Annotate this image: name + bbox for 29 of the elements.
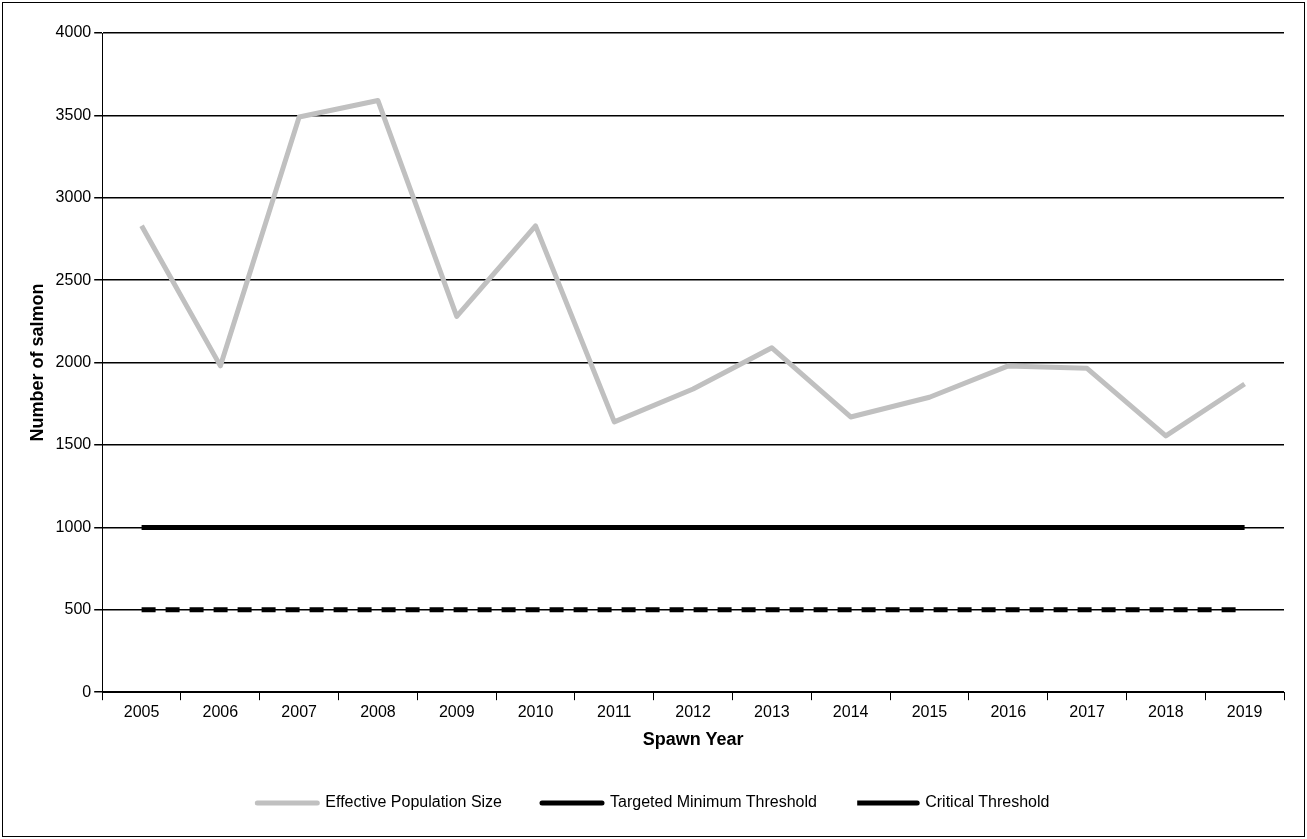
x-tick-label: 2014 xyxy=(832,703,869,721)
x-tick-label: 2012 xyxy=(675,703,711,721)
x-tick-label: 2009 xyxy=(438,703,475,721)
legend-label: Targeted Minimum Threshold xyxy=(610,793,817,811)
x-tick-label: 2007 xyxy=(281,703,318,721)
y-tick-label: 0 xyxy=(82,682,92,700)
x-tick-label: 2018 xyxy=(1148,703,1184,721)
x-tick-label: 2017 xyxy=(1069,703,1105,721)
x-tick-label: 2005 xyxy=(123,703,160,721)
y-tick-label: 500 xyxy=(64,600,92,618)
y-tick-label: 1500 xyxy=(55,435,92,453)
x-tick-label: 2006 xyxy=(202,703,239,721)
legend-label: Effective Population Size xyxy=(325,793,503,811)
y-tick-label: 3500 xyxy=(55,105,92,123)
y-tick-label: 2500 xyxy=(55,270,92,288)
y-tick-label: 2000 xyxy=(55,353,92,371)
x-tick-label: 2011 xyxy=(597,703,632,721)
y-tick-label: 4000 xyxy=(55,23,92,41)
x-tick-label: 2016 xyxy=(990,703,1027,721)
x-tick-label: 2013 xyxy=(754,703,790,721)
y-axis-title: Number of salmon xyxy=(26,283,47,442)
x-tick-label: 2019 xyxy=(1226,703,1263,721)
x-tick-label: 2010 xyxy=(517,703,554,721)
y-tick-label: 1000 xyxy=(55,517,92,535)
x-tick-label: 2015 xyxy=(911,703,948,721)
x-tick-label: 2008 xyxy=(360,703,396,721)
legend-label: Critical Threshold xyxy=(925,793,1050,811)
x-axis-title: Spawn Year xyxy=(642,729,744,750)
y-tick-label: 3000 xyxy=(55,188,92,206)
